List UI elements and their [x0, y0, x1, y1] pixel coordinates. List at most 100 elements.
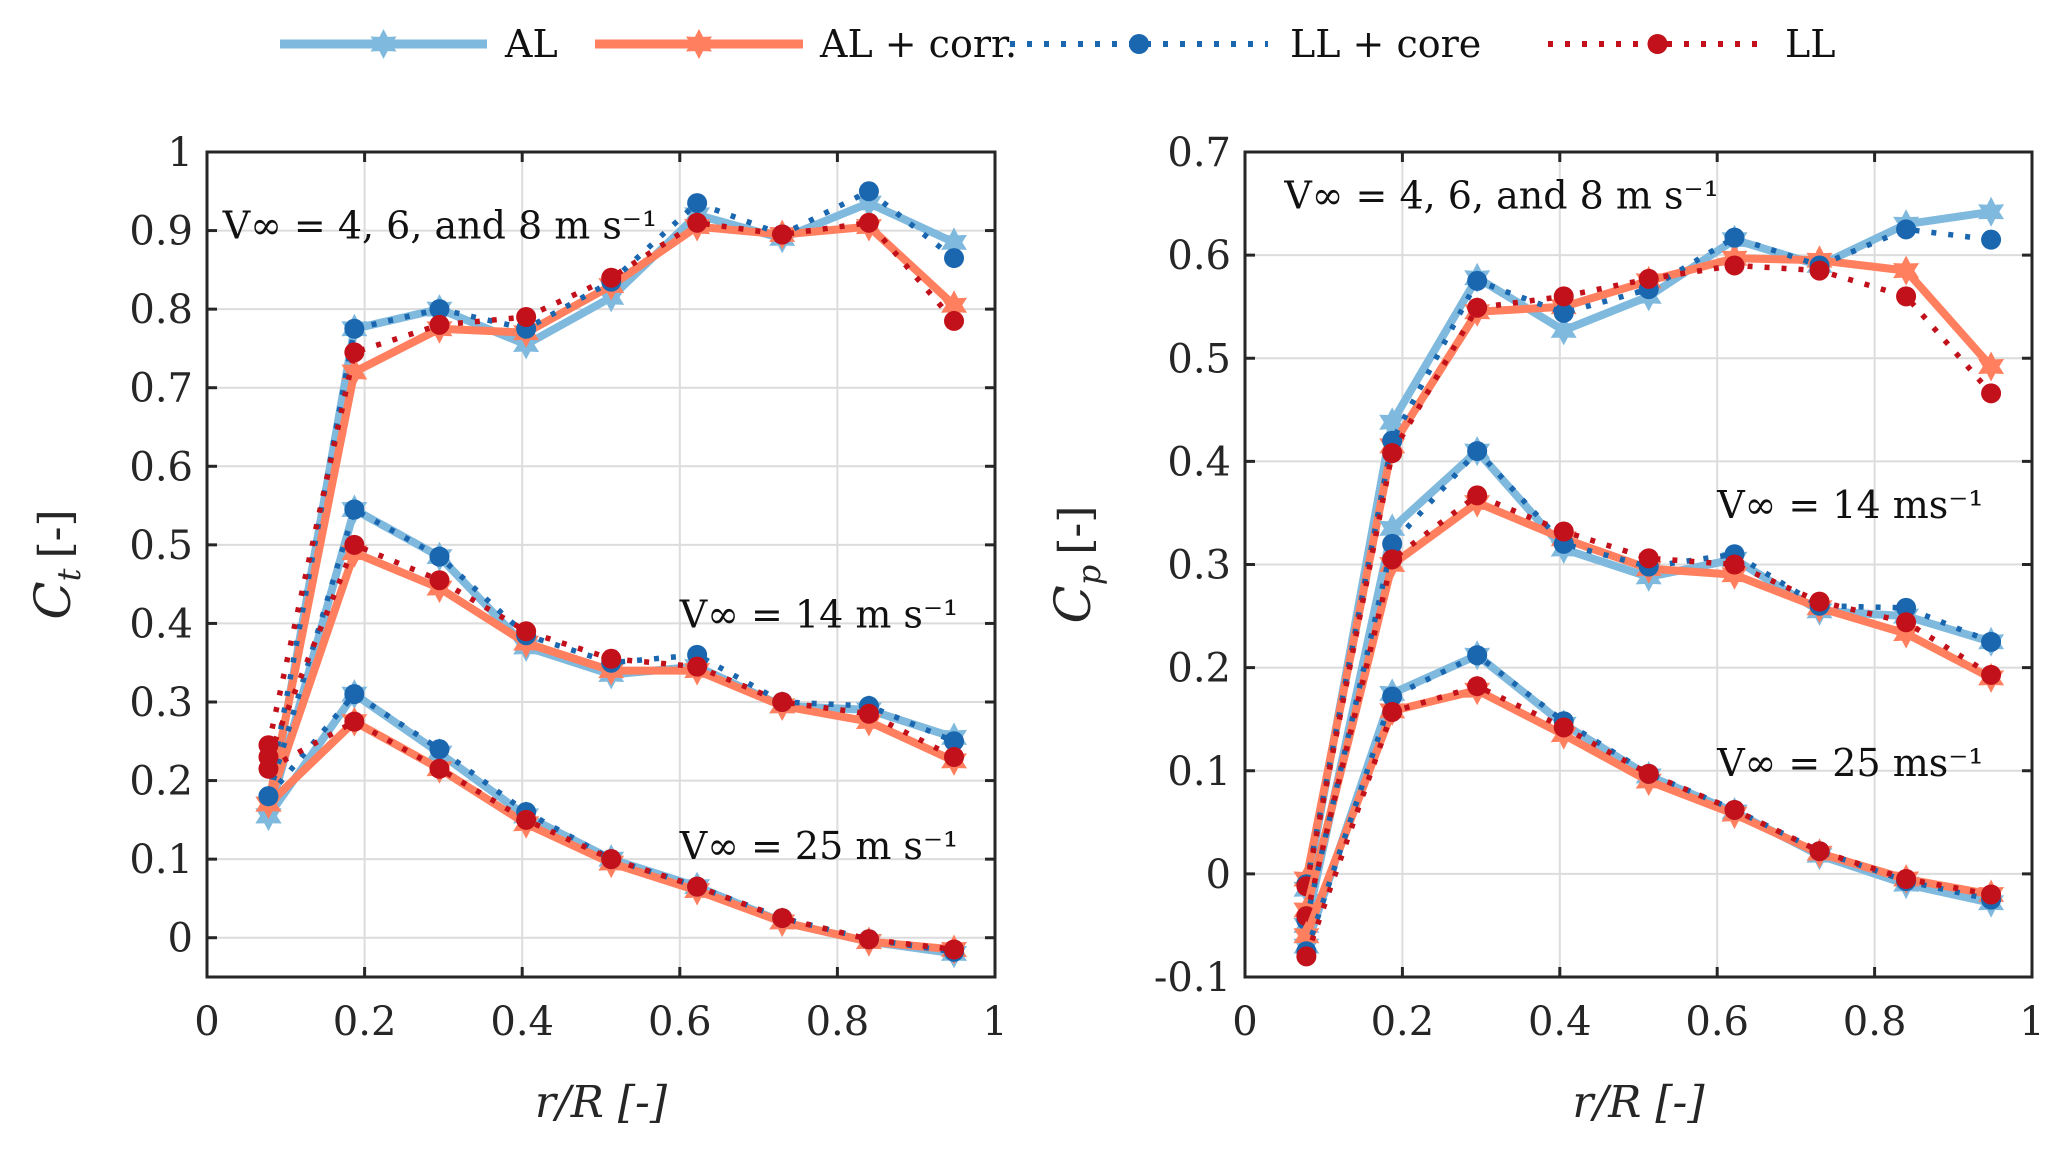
y-axis-label: Cp [-]	[1044, 506, 1108, 624]
y-tick-label: 0.7	[129, 366, 193, 412]
data-point	[1893, 255, 1920, 286]
data-point	[1724, 554, 1745, 575]
series-layer	[255, 181, 967, 969]
data-point	[1553, 521, 1574, 542]
data-point	[944, 731, 965, 752]
data-point	[429, 546, 450, 567]
y-tick-label: 0.6	[129, 444, 193, 490]
data-point	[601, 648, 622, 669]
legend-item-ll[interactable]: LL	[1548, 22, 1835, 66]
data-point	[944, 310, 965, 331]
series-line	[1302, 651, 1992, 948]
data-point	[1896, 286, 1917, 307]
series-line	[1303, 652, 1992, 953]
data-point	[1981, 884, 2002, 905]
legend-label: AL + corr.	[819, 22, 1017, 66]
y-label-sub: t	[50, 568, 88, 581]
y-tick-label: 1	[168, 130, 193, 176]
data-point	[772, 224, 793, 245]
y-tick-label: 0.2	[1167, 646, 1231, 692]
legend: AL AL + corr. LL + core LL	[280, 22, 1835, 66]
data-point	[1981, 631, 2002, 652]
series-line	[1302, 686, 1992, 938]
annotation: V∞ = 14 m s⁻¹	[679, 592, 958, 636]
data-point	[1724, 255, 1745, 276]
data-point	[1467, 485, 1488, 506]
data-point	[601, 267, 622, 288]
annotation: V∞ = 14 ms⁻¹	[1716, 483, 1983, 527]
data-point	[1467, 645, 1488, 666]
x-axis-label: r/R [-]	[1572, 1077, 1705, 1128]
data-point	[941, 290, 967, 321]
y-label-sub: p	[1070, 565, 1108, 585]
data-point	[1721, 559, 1748, 590]
data-point	[858, 212, 879, 233]
annotation: V∞ = 25 m s⁻¹	[679, 824, 958, 868]
data-point	[344, 499, 365, 520]
y-tick-label: 0.9	[129, 209, 193, 255]
data-point	[1978, 351, 2005, 382]
annotation: V∞ = 4, 6, and 8 m s⁻¹	[1283, 174, 1718, 218]
data-point	[1638, 268, 1659, 289]
data-point	[687, 876, 708, 897]
data-point	[344, 684, 365, 705]
data-point	[1981, 664, 2002, 685]
x-tick-label: 1	[2019, 999, 2044, 1045]
series-line	[1303, 683, 1992, 958]
data-point	[1379, 513, 1406, 544]
y-tick-label: 0	[1206, 852, 1231, 898]
y-tick-label: 0.1	[129, 837, 193, 883]
data-point	[1896, 612, 1917, 633]
data-point	[941, 227, 967, 258]
data-point	[1638, 548, 1659, 569]
data-point	[858, 929, 879, 950]
legend-label: LL + core	[1290, 22, 1481, 66]
legend-item-llcore[interactable]: LL + core	[1010, 22, 1481, 66]
series-ll-group-1	[258, 534, 965, 767]
legend-marker-circle	[1647, 34, 1668, 54]
data-point	[516, 621, 537, 642]
data-point	[344, 342, 365, 363]
series-ll-group-2	[258, 711, 965, 960]
data-point	[1896, 597, 1917, 618]
data-point	[1467, 297, 1488, 318]
legend-item-alcorr[interactable]: AL + corr.	[595, 22, 1017, 66]
series-line	[1303, 226, 1992, 885]
y-tick-label: 0	[168, 916, 193, 962]
y-tick-label: 0.6	[1167, 233, 1231, 279]
y-tick-label: 0.7	[1167, 130, 1231, 176]
data-point	[1382, 443, 1403, 464]
data-point	[429, 739, 450, 760]
data-point	[341, 357, 368, 387]
data-point	[429, 299, 450, 320]
data-point	[1981, 229, 2002, 250]
data-point	[1978, 196, 2005, 227]
series-alcorr-group-1	[255, 537, 967, 820]
data-point	[855, 188, 882, 219]
y-label-main: C	[1044, 585, 1102, 623]
data-point	[1382, 686, 1403, 707]
y-tick-label: 0.3	[1167, 543, 1231, 589]
legend-label: AL	[504, 22, 558, 66]
series-layer	[1293, 196, 2005, 967]
data-point	[344, 711, 365, 732]
legend-marker-circle	[1129, 34, 1149, 54]
series-ll-group-2	[1296, 676, 2002, 967]
x-tick-label: 0.2	[1371, 999, 1435, 1045]
x-tick-label: 0.6	[648, 999, 712, 1045]
legend-marker-hexagram	[370, 29, 397, 59]
series-line	[267, 718, 955, 953]
data-point	[1550, 315, 1577, 346]
axes-box	[205, 150, 997, 979]
x-tick-label: 0.4	[1528, 999, 1592, 1045]
legend-label: LL	[1785, 22, 1835, 66]
data-point	[344, 318, 365, 339]
data-point	[944, 248, 965, 269]
series-ll-group-1	[1296, 485, 2002, 927]
grid	[207, 152, 995, 977]
x-tick-label: 0.6	[1685, 999, 1749, 1045]
legend-item-al[interactable]: AL	[280, 22, 558, 66]
y-axis-label: Ct [-]	[24, 509, 88, 619]
data-point	[1296, 946, 1317, 967]
